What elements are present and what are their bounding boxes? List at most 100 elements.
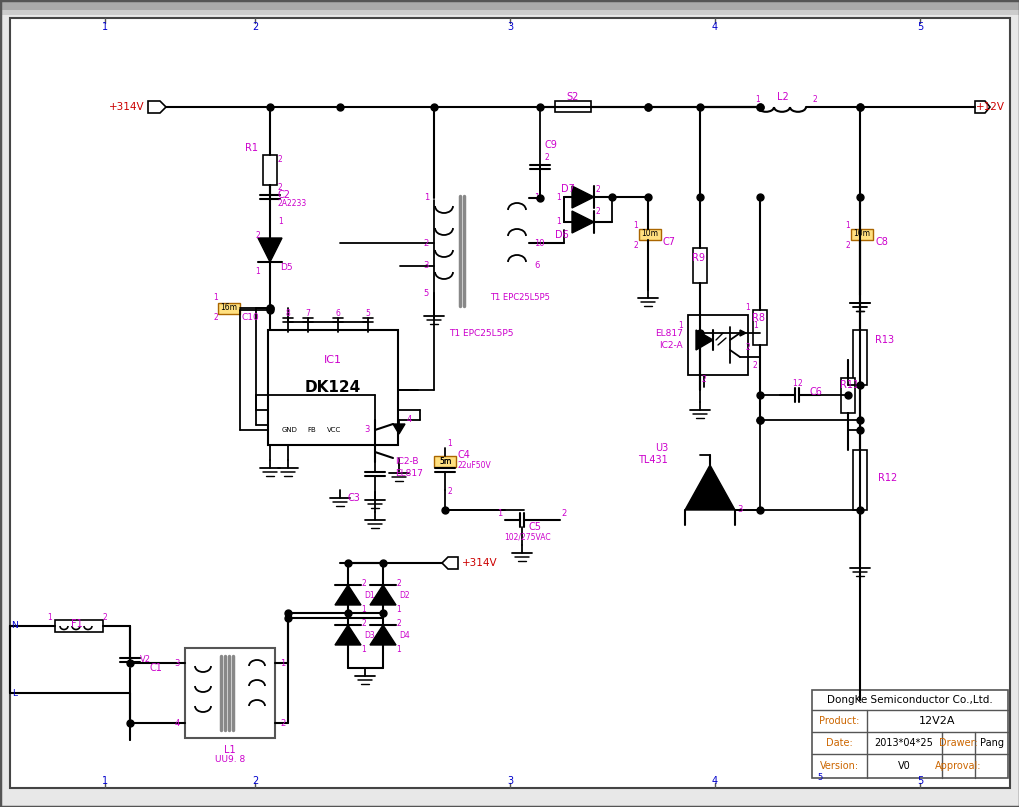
Text: Version:: Version: — [818, 761, 858, 771]
Text: C2: C2 — [278, 190, 290, 200]
Text: 2A2233: 2A2233 — [278, 199, 307, 208]
Text: 2: 2 — [252, 776, 258, 786]
Text: V0: V0 — [897, 761, 910, 771]
Text: 5: 5 — [916, 22, 922, 32]
Text: 2: 2 — [745, 344, 749, 353]
Text: 6: 6 — [534, 261, 539, 270]
Bar — [638, 229, 660, 240]
Text: 1: 1 — [792, 378, 797, 387]
Text: 2: 2 — [255, 231, 260, 240]
Text: 1: 1 — [278, 218, 282, 227]
Text: 2: 2 — [423, 239, 429, 248]
Text: 1: 1 — [213, 294, 218, 303]
Text: Date:: Date: — [824, 738, 852, 748]
Text: F1: F1 — [71, 619, 83, 629]
Polygon shape — [258, 238, 281, 262]
Text: L: L — [12, 688, 17, 697]
Text: 1: 1 — [362, 646, 366, 654]
Text: +314V: +314V — [109, 102, 145, 112]
Text: 2: 2 — [812, 95, 816, 104]
Text: C1: C1 — [150, 663, 163, 673]
Bar — [0, 0, 1019, 10]
Text: 5m: 5m — [438, 457, 450, 466]
Text: R8: R8 — [751, 313, 764, 323]
Text: 1: 1 — [678, 320, 683, 329]
Text: 4: 4 — [711, 22, 717, 32]
Text: EL817: EL817 — [654, 328, 683, 337]
Bar — [688, 315, 747, 375]
Text: 2: 2 — [396, 618, 401, 628]
Text: 1: 1 — [534, 194, 539, 203]
Bar — [218, 303, 239, 314]
Text: R9: R9 — [691, 253, 704, 263]
Polygon shape — [334, 585, 361, 605]
Text: DK124: DK124 — [305, 380, 361, 395]
Text: 1: 1 — [102, 776, 108, 786]
Text: 2: 2 — [595, 185, 600, 194]
Polygon shape — [739, 330, 745, 336]
Text: 2: 2 — [362, 579, 366, 587]
Text: R11: R11 — [840, 380, 858, 390]
Text: D6: D6 — [554, 230, 569, 240]
Polygon shape — [370, 625, 395, 645]
Text: C3: C3 — [346, 493, 360, 503]
Text: 2: 2 — [280, 718, 285, 727]
Text: 5: 5 — [365, 310, 370, 319]
Text: 3: 3 — [506, 776, 513, 786]
Text: 12V2A: 12V2A — [918, 716, 955, 726]
Polygon shape — [974, 101, 989, 113]
Text: D4: D4 — [398, 630, 410, 639]
Text: 2: 2 — [396, 579, 401, 587]
Text: 5: 5 — [816, 773, 821, 783]
Text: R1: R1 — [245, 143, 258, 153]
Text: N: N — [11, 621, 18, 630]
Text: 2: 2 — [633, 240, 637, 249]
Text: D3: D3 — [364, 630, 374, 639]
Text: C6: C6 — [809, 387, 822, 397]
Text: 6: 6 — [335, 310, 340, 319]
Bar — [184, 648, 275, 738]
Text: +12V: +12V — [975, 102, 1004, 112]
Text: 2: 2 — [544, 153, 549, 162]
Text: 2: 2 — [362, 618, 366, 628]
Bar — [852, 330, 866, 385]
Text: 3: 3 — [506, 22, 513, 32]
Text: 1: 1 — [48, 613, 52, 622]
Polygon shape — [685, 465, 735, 510]
Text: 2: 2 — [701, 375, 706, 384]
Bar — [841, 378, 854, 413]
Text: 5m: 5m — [438, 457, 450, 466]
Text: 1: 1 — [255, 267, 260, 277]
Text: C8: C8 — [875, 237, 888, 247]
Text: GND: GND — [282, 427, 298, 433]
Bar — [554, 101, 590, 112]
Bar — [752, 310, 766, 345]
Text: 2: 2 — [278, 156, 282, 165]
Bar — [850, 229, 872, 240]
Text: D2: D2 — [398, 591, 410, 600]
Bar — [852, 450, 866, 510]
Text: Pang: Pang — [979, 738, 1003, 748]
Text: +314V: +314V — [462, 558, 497, 568]
Text: 2013*04*25: 2013*04*25 — [873, 738, 932, 748]
Text: L1: L1 — [224, 745, 235, 755]
Text: 3: 3 — [174, 659, 179, 667]
Text: 8: 8 — [285, 310, 290, 319]
Text: 2: 2 — [213, 313, 218, 323]
Text: 1: 1 — [396, 646, 401, 654]
Text: 10m: 10m — [853, 229, 869, 239]
Text: VCC: VCC — [326, 427, 340, 433]
Text: 3: 3 — [423, 261, 429, 270]
Text: 1: 1 — [362, 605, 366, 614]
Text: 7: 7 — [306, 310, 310, 319]
Text: 1: 1 — [745, 303, 749, 312]
Text: 1: 1 — [396, 605, 401, 614]
Text: FB: FB — [308, 427, 316, 433]
Text: R12: R12 — [877, 473, 897, 483]
Text: 102/275VAC: 102/275VAC — [504, 533, 551, 541]
Text: 2: 2 — [595, 207, 600, 216]
Bar — [263, 155, 277, 185]
Text: 1: 1 — [423, 194, 429, 203]
Text: U3: U3 — [654, 443, 667, 453]
Text: Product:: Product: — [818, 716, 858, 726]
